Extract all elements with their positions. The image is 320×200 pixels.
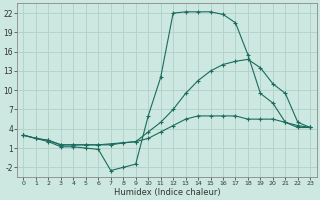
X-axis label: Humidex (Indice chaleur): Humidex (Indice chaleur) — [114, 188, 220, 197]
